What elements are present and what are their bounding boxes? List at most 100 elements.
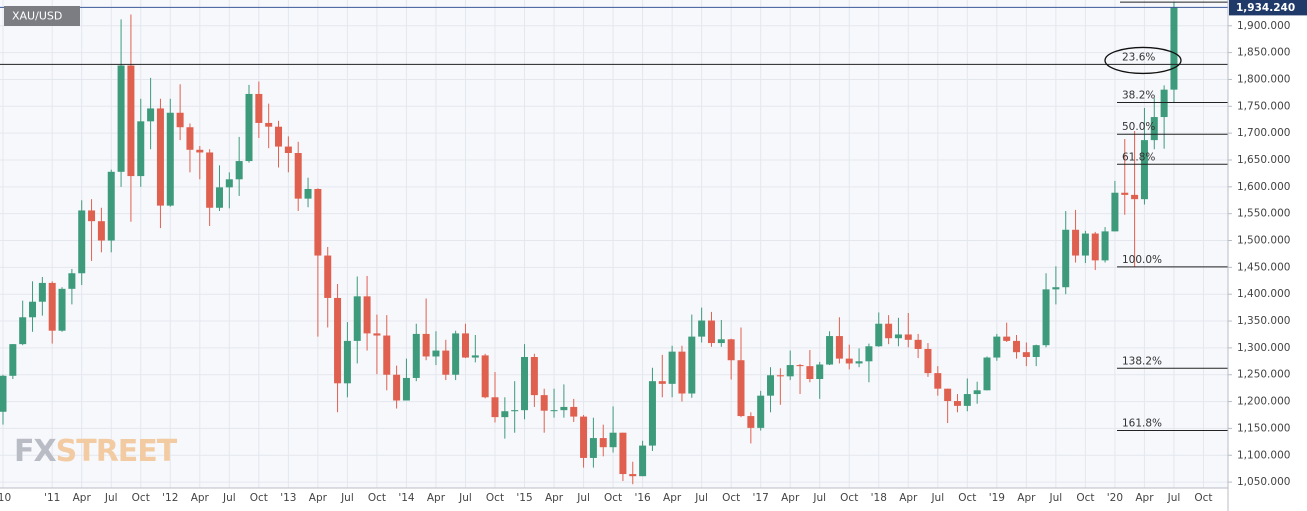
candle-body <box>107 171 115 241</box>
candle-body <box>1121 192 1129 195</box>
candle-body <box>265 122 273 127</box>
candle-body <box>904 334 912 340</box>
x-tick-label: '11 <box>44 492 60 504</box>
candle-body <box>491 397 499 418</box>
candle-body <box>658 381 666 384</box>
candle-body <box>501 411 509 418</box>
x-tick-label: '12 <box>162 492 178 504</box>
candle-body <box>885 323 893 339</box>
candle-body <box>422 333 430 357</box>
candle-body <box>245 93 253 162</box>
candle-body <box>156 108 164 206</box>
fib-label: 50.0% <box>1122 121 1155 133</box>
candle-body <box>973 390 981 395</box>
y-tick-label: 1,300.000 <box>1237 342 1290 354</box>
candle-body <box>1140 140 1148 200</box>
y-tick-label: 1,800.000 <box>1237 73 1290 85</box>
candle-body <box>511 410 519 412</box>
candle-body <box>717 339 725 344</box>
candle-body <box>826 336 834 365</box>
candle-body <box>648 381 656 446</box>
candle-body <box>58 288 66 331</box>
y-tick-label: 1,700.000 <box>1237 127 1290 139</box>
x-tick-label: Jul <box>694 492 708 504</box>
candle-body <box>855 361 863 364</box>
candle-body <box>29 301 37 318</box>
candle-body <box>599 438 607 448</box>
candle-body <box>452 333 460 375</box>
candle-body <box>835 336 843 359</box>
candle-body <box>255 93 263 123</box>
candle-body <box>1160 89 1168 118</box>
candle-body <box>412 333 420 378</box>
candle-body <box>806 366 814 380</box>
y-tick-label: 1,900.000 <box>1237 20 1290 32</box>
fib-label: 38.2% <box>1122 90 1155 102</box>
candle-body <box>1081 233 1089 256</box>
candle-body <box>629 474 637 477</box>
x-tick-label: '15 <box>516 492 532 504</box>
candle-body <box>914 339 922 349</box>
candle-body <box>727 339 735 361</box>
x-tick-label: Apr <box>1135 492 1154 504</box>
x-tick-label: Oct <box>958 492 976 504</box>
candle-body <box>1170 7 1178 90</box>
candle-body <box>737 360 745 417</box>
y-tick-label: 1,600.000 <box>1237 181 1290 193</box>
x-tick-label: '10 <box>0 492 11 504</box>
candle-body <box>767 375 775 396</box>
y-tick-label: 1,400.000 <box>1237 288 1290 300</box>
x-tick-label: Apr <box>545 492 564 504</box>
candle-body <box>776 375 784 377</box>
candle-body <box>314 188 322 256</box>
x-tick-label: Apr <box>663 492 682 504</box>
fib-label: 61.8% <box>1122 151 1155 163</box>
candle-body <box>953 401 961 406</box>
candle-body <box>176 112 184 128</box>
candle-body <box>334 297 342 384</box>
candle-body <box>117 65 125 172</box>
x-tick-label: '13 <box>280 492 296 504</box>
price-tag <box>1229 0 1307 16</box>
plot-background <box>0 0 1228 488</box>
candle-body <box>894 334 902 339</box>
y-tick-label: 1,100.000 <box>1237 449 1290 461</box>
candle-body <box>275 126 283 147</box>
x-tick-label: Jul <box>340 492 354 504</box>
candle-body <box>688 336 696 394</box>
x-tick-label: Jul <box>222 492 236 504</box>
fib-label: 161.8% <box>1122 418 1162 430</box>
candle-body <box>88 210 96 222</box>
candle-body <box>944 388 952 402</box>
y-tick-label: 1,150.000 <box>1237 422 1290 434</box>
candle-body <box>294 153 302 199</box>
candle-body <box>530 357 538 396</box>
y-tick-label: 1,200.000 <box>1237 396 1290 408</box>
y-tick-label: 1,750.000 <box>1237 100 1290 112</box>
x-tick-label: Oct <box>604 492 622 504</box>
symbol-label: XAU/USD <box>12 10 62 23</box>
axis-background <box>1228 0 1307 511</box>
candle-body <box>393 374 401 401</box>
y-tick-label: 1,450.000 <box>1237 261 1290 273</box>
candle-body <box>1062 229 1070 288</box>
candle-body <box>481 355 489 398</box>
candle-body <box>845 358 853 364</box>
candle-body <box>609 432 617 448</box>
y-tick-label: 1,650.000 <box>1237 154 1290 166</box>
candle-body <box>127 65 135 177</box>
x-tick-label: Jul <box>812 492 826 504</box>
candle-body <box>816 364 824 380</box>
candle-body <box>865 346 873 362</box>
x-tick-label: '16 <box>634 492 651 504</box>
candle-body <box>97 221 105 241</box>
candle-body <box>68 273 76 289</box>
candle-body <box>166 112 174 206</box>
y-tick-label: 1,350.000 <box>1237 315 1290 327</box>
x-tick-label: Apr <box>1017 492 1036 504</box>
x-tick-label: Apr <box>191 492 210 504</box>
candle-body <box>442 350 450 375</box>
candle-body <box>747 416 755 428</box>
candle-body <box>698 320 706 337</box>
candle-body <box>796 365 804 367</box>
